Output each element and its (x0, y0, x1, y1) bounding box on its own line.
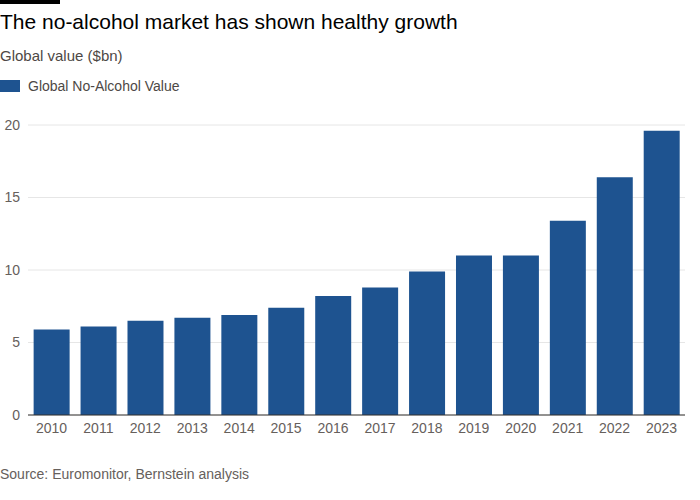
svg-text:5: 5 (12, 334, 20, 350)
svg-text:2016: 2016 (317, 420, 348, 436)
svg-text:2019: 2019 (458, 420, 489, 436)
svg-text:2020: 2020 (505, 420, 536, 436)
svg-text:2017: 2017 (364, 420, 395, 436)
html-text:The no-alcohol market has show: The no-alcohol market has shown healthy … (0, 10, 458, 33)
svg-text:2023: 2023 (646, 420, 677, 436)
svg-text:15: 15 (8, 189, 20, 205)
svg-text:2010: 2010 (36, 420, 67, 436)
svg-text:2022: 2022 (599, 420, 630, 436)
svg-text:2013: 2013 (177, 420, 208, 436)
svg-text:0: 0 (12, 407, 20, 423)
svg-text:2021: 2021 (552, 420, 583, 436)
svg-text:2012: 2012 (130, 420, 161, 436)
html-text:Global value ($bn): Global value ($bn) (0, 47, 123, 64)
svg-text:10: 10 (8, 262, 20, 278)
svg-text:2014: 2014 (224, 420, 255, 436)
html-text:Global No-Alcohol Value: Global No-Alcohol Value (28, 78, 180, 94)
svg-text:2015: 2015 (271, 420, 302, 436)
svg-text:20: 20 (8, 117, 20, 133)
svg-text:2011: 2011 (83, 420, 113, 436)
svg-text:2018: 2018 (411, 420, 442, 436)
html-text:Source: Euromonitor, Bernstein: Source: Euromonitor, Bernstein analysis (0, 466, 249, 482)
